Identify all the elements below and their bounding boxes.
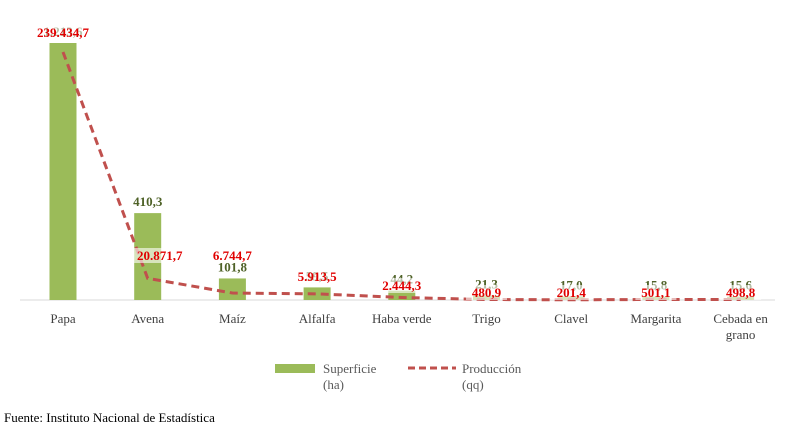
category-label: Clavel bbox=[554, 311, 588, 326]
line-value-label-bg bbox=[466, 285, 507, 300]
line-value-label: 2.444,3 bbox=[382, 278, 422, 293]
line-value-label-bg bbox=[635, 285, 677, 300]
category-label: grano bbox=[726, 327, 756, 342]
line-value-label: 20.871,7 bbox=[137, 248, 183, 263]
line-value-label: 498,8 bbox=[726, 285, 756, 300]
bar-value-label: 410,3 bbox=[133, 194, 163, 209]
bar-1 bbox=[49, 43, 77, 300]
category-axis-labels: Papa Avena Maíz Alfalfa Haba verde Trigo Clave… bbox=[50, 311, 768, 342]
category-label: Maíz bbox=[219, 311, 246, 326]
category-label: Haba verde bbox=[372, 311, 432, 326]
line-value-label-bg bbox=[128, 248, 191, 263]
line-value-label: 5.913,5 bbox=[298, 269, 338, 284]
category-label: Papa bbox=[50, 311, 76, 326]
line-value-label: 501,1 bbox=[641, 285, 670, 300]
line-value-label-bg bbox=[204, 248, 260, 263]
line-value-label-bg bbox=[720, 285, 762, 300]
legend-label-produccion: Producción (qq) bbox=[462, 361, 521, 393]
bar-3 bbox=[218, 278, 246, 300]
category-label: Avena bbox=[131, 311, 164, 326]
legend-label-superficie-line1: Superficie bbox=[323, 361, 377, 376]
line-value-label: 480,9 bbox=[472, 285, 502, 300]
chart: 1.213,6410,3101,859,544,221,317,015,815,… bbox=[20, 24, 775, 342]
legend-label-superficie-line2: (ha) bbox=[323, 377, 344, 392]
line-value-label-bg bbox=[28, 25, 98, 40]
line-series-produccion bbox=[61, 51, 741, 302]
category-label: Margarita bbox=[630, 311, 681, 326]
line-data-labels: 239.434,7 20.871,7 6.744,7 5.913,5 2.444,3 48… bbox=[28, 25, 762, 300]
legend-label-superficie: Superficie (ha) bbox=[323, 361, 376, 393]
line-value-label-bg bbox=[374, 278, 430, 293]
legend-swatch-bar bbox=[275, 364, 315, 373]
legend: Superficie (ha) Producción (qq) bbox=[0, 361, 793, 401]
legend-swatch-line bbox=[408, 366, 456, 370]
bar-value-label: 101,8 bbox=[218, 259, 248, 274]
line-value-label-bg bbox=[289, 269, 345, 284]
produccion-line bbox=[61, 51, 741, 302]
line-value-label: 201,4 bbox=[557, 285, 587, 300]
category-label: Trigo bbox=[472, 311, 500, 326]
line-value-label: 239.434,7 bbox=[37, 25, 90, 40]
category-label: Alfalfa bbox=[299, 311, 336, 326]
bar-4 bbox=[303, 287, 331, 300]
line-value-label-bg bbox=[550, 285, 592, 300]
line-value-label: 6.744,7 bbox=[213, 248, 253, 263]
legend-label-produccion-line1: Producción bbox=[462, 361, 522, 376]
bar-5 bbox=[388, 290, 416, 300]
category-label: Cebada en bbox=[713, 311, 768, 326]
legend-item-produccion: Producción (qq) bbox=[408, 361, 521, 393]
source-note: Fuente: Instituto Nacional de Estadístic… bbox=[4, 410, 215, 425]
legend-item-superficie: Superficie (ha) bbox=[275, 361, 376, 393]
legend-label-produccion-line2: (qq) bbox=[462, 377, 484, 392]
